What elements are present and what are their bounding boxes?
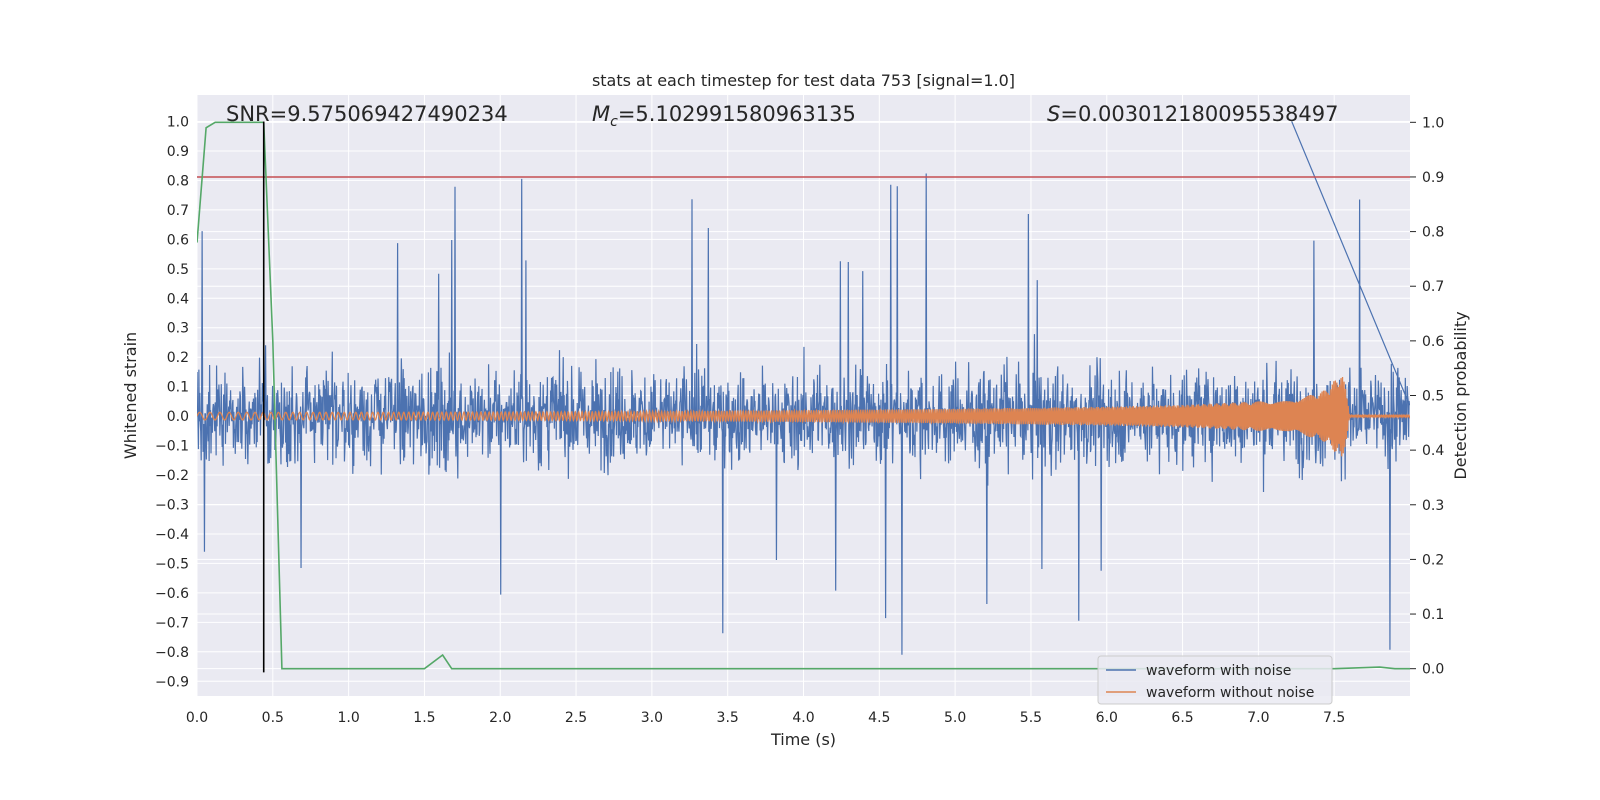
x-tick-label: 6.5 (1171, 710, 1193, 726)
x-tick-label: 1.5 (413, 710, 435, 726)
ticks: 0.0 0.5 1.0 1.5 2.0 2.5 3.0 3.5 4.0 4.5 5.0 5.5 6.0 6… (155, 115, 1444, 726)
snr-annotation: SNR=9.575069427490234 (226, 102, 508, 126)
x-tick-label: 3.5 (717, 710, 739, 726)
y-tick-label: −0.6 (155, 586, 189, 602)
y-tick-label: −0.2 (155, 468, 189, 484)
mc-subscript: c (610, 114, 618, 130)
legend: waveform with noise waveform without noi… (1097, 655, 1333, 705)
x-tick-label: 1.0 (337, 710, 359, 726)
x-axis-label: Time (s) (770, 730, 836, 749)
x-tick-label: 2.5 (565, 710, 587, 726)
x-tick-label: 0.0 (186, 710, 208, 726)
x-tick-label: 4.5 (868, 710, 890, 726)
series-waveform-with-noise (197, 121, 1410, 655)
y2-tick-label: 0.4 (1422, 443, 1444, 459)
y2-tick-label: 0.5 (1422, 389, 1444, 405)
y-tick-label: −0.8 (155, 645, 189, 661)
series-waveform-without-noise (197, 376, 1410, 457)
x-tick-label: 5.0 (944, 710, 966, 726)
y2-tick-label: 0.6 (1422, 334, 1444, 350)
mc-value: =5.102991580963135 (618, 102, 856, 126)
y-axis-label: Whitened strain (121, 332, 140, 459)
x-tick-label: 6.0 (1096, 710, 1118, 726)
y-tick-label: −0.7 (155, 615, 189, 631)
y-tick-label: 0.3 (167, 321, 189, 337)
legend-label-clean: waveform without noise (1146, 685, 1314, 701)
y-tick-label: −0.5 (155, 556, 189, 572)
mc-symbol: M (592, 102, 610, 126)
y-tick-label: 0.5 (167, 262, 189, 278)
y2-tick-label: 1.0 (1422, 115, 1444, 131)
x-tick-label: 2.0 (489, 710, 511, 726)
y2-tick-label: 0.2 (1422, 552, 1444, 568)
x-tick-label: 0.5 (262, 710, 284, 726)
y-tick-label: 0.2 (167, 350, 189, 366)
y-tick-label: 0.7 (167, 203, 189, 219)
x-tick-label: 7.5 (1323, 710, 1345, 726)
y2-tick-label: 0.9 (1422, 170, 1444, 186)
chirp-mass-annotation: Mc=5.102991580963135 (592, 102, 856, 130)
x-tick-label: 7.0 (1247, 710, 1269, 726)
y2-tick-label: 0.3 (1422, 498, 1444, 514)
chart-title: stats at each timestep for test data 753… (592, 71, 1015, 90)
series-layer (197, 121, 1410, 673)
y2-tick-label: 0.8 (1422, 225, 1444, 241)
legend-box (1097, 655, 1333, 705)
s-symbol: S (1047, 102, 1060, 126)
x-tick-label: 5.5 (1020, 710, 1042, 726)
y-tick-label: 0.0 (167, 409, 189, 425)
y2-tick-label: 0.1 (1422, 607, 1444, 623)
x-tick-label: 3.0 (641, 710, 663, 726)
y-tick-label: −0.3 (155, 498, 189, 514)
s-value: =0.003012180095538497 (1060, 102, 1338, 126)
y2-tick-label: 0.7 (1422, 279, 1444, 295)
y-tick-label: 0.1 (167, 380, 189, 396)
y-tick-label: 0.6 (167, 232, 189, 248)
x-tick-label: 4.0 (792, 710, 814, 726)
y-tick-label: −0.1 (155, 439, 189, 455)
y-tick-label: 0.9 (167, 144, 189, 160)
y-tick-label: −0.9 (155, 674, 189, 690)
y-tick-label: 0.8 (167, 173, 189, 189)
legend-label-noise: waveform with noise (1146, 663, 1291, 679)
y-tick-label: 0.4 (167, 291, 189, 307)
y2-axis-label: Detection probability (1451, 311, 1470, 479)
y-tick-label: −0.4 (155, 527, 189, 543)
series-detection-probability (197, 121, 1410, 670)
s-annotation: S=0.003012180095538497 (1047, 102, 1338, 126)
y-tick-label: 1.0 (167, 115, 189, 131)
y2-tick-label: 0.0 (1422, 662, 1444, 678)
